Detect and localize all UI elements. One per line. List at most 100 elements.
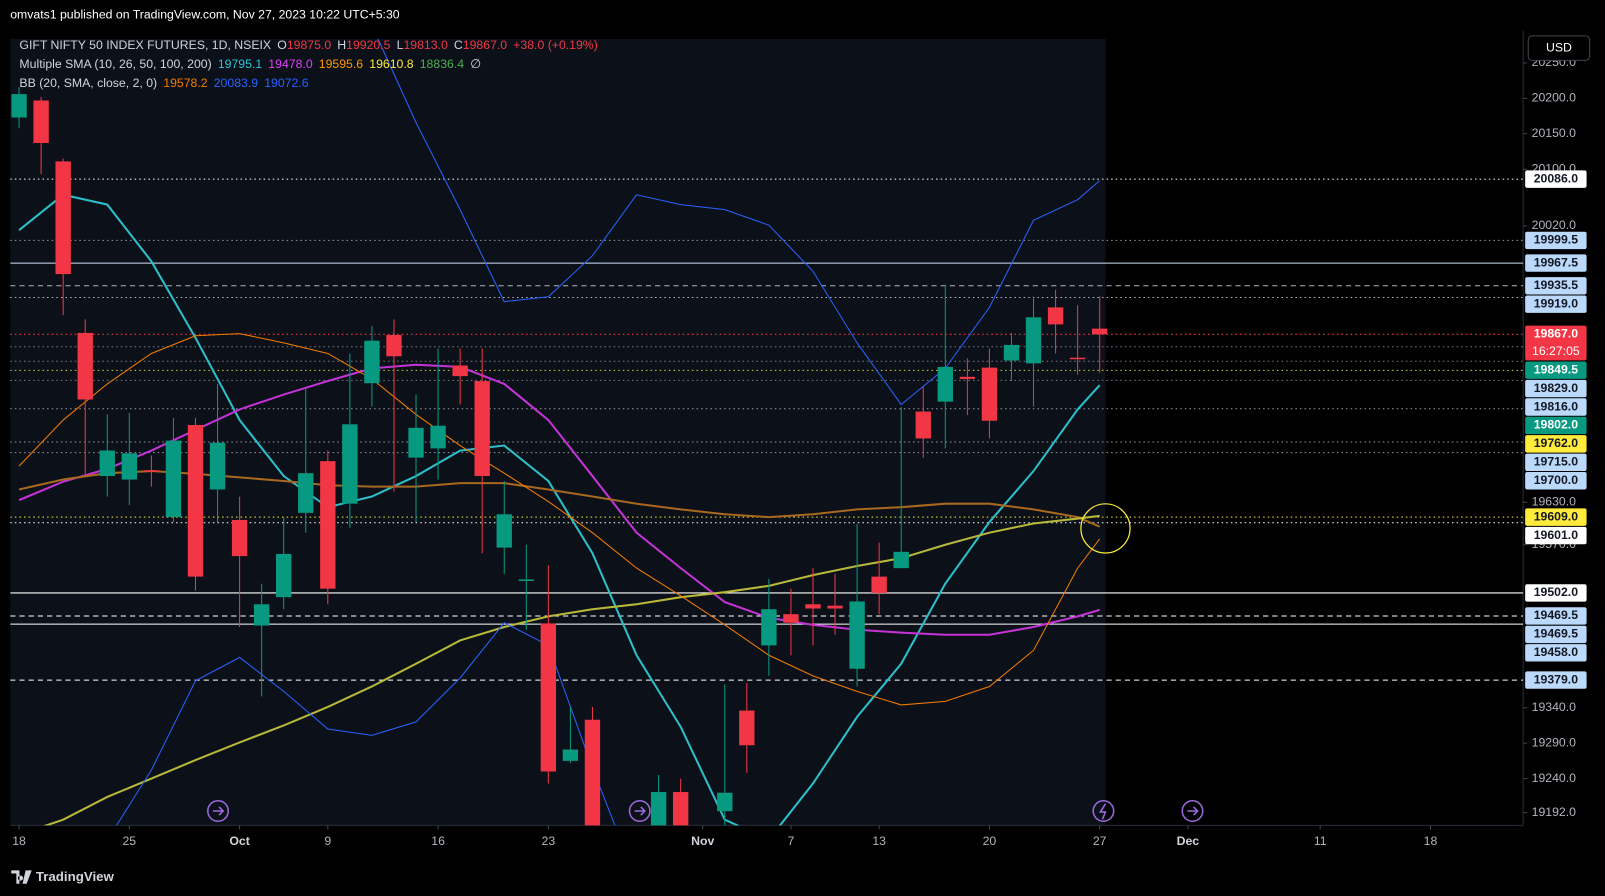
legend-row: GIFT NIFTY 50 INDEX FUTURES, 1D, NSEIX O1… — [19, 38, 597, 52]
candle-body — [342, 424, 358, 504]
level-label: 19458.0 — [1534, 645, 1579, 659]
candle-body — [276, 553, 292, 598]
candle-body — [55, 161, 71, 275]
legend-item: H — [337, 38, 346, 52]
level-label-box — [1525, 607, 1587, 625]
plot — [10, 38, 1524, 826]
candle-body — [1069, 357, 1086, 360]
level-label-box — [1525, 526, 1587, 545]
candle-body — [143, 470, 160, 472]
level-label: 19469.5 — [1534, 608, 1579, 622]
level-label: 19502.0 — [1534, 585, 1579, 599]
level-label: 19700.0 — [1534, 473, 1579, 487]
candle-body — [584, 719, 601, 826]
candle-body — [761, 609, 777, 646]
x-tick-label: Nov — [691, 834, 714, 848]
level-label-box — [1525, 379, 1587, 398]
level-label: 20086.0 — [1534, 171, 1579, 185]
event-icon[interactable] — [207, 800, 230, 823]
publisher: omvats1 published on TradingView.com, No… — [10, 8, 400, 22]
y-tick-label: 19192.0 — [1532, 805, 1577, 819]
legend-item: C — [454, 38, 463, 52]
candle-body — [739, 710, 755, 746]
level-label-box — [1525, 231, 1587, 250]
candle-body — [717, 792, 733, 812]
x-tick-label: 18 — [1424, 834, 1438, 848]
event-icon[interactable] — [1092, 800, 1115, 823]
y-tick-label: 19290.0 — [1532, 735, 1577, 749]
candle-body — [1092, 328, 1108, 335]
level-label: 19967.5 — [1534, 255, 1579, 269]
candle-body — [320, 461, 336, 589]
candle-body — [231, 519, 248, 557]
level-label: 19601.0 — [1534, 528, 1579, 542]
brand-name: TradingView — [36, 869, 115, 884]
level-label-box — [1525, 254, 1587, 272]
x-tick-label: 27 — [1093, 834, 1107, 848]
candle-body — [893, 551, 909, 569]
legend-item: L — [397, 38, 404, 52]
level-label-box — [1525, 277, 1587, 295]
y-tick-label: 19340.0 — [1532, 700, 1577, 714]
candle-body — [650, 792, 667, 826]
x-tick-label: Oct — [229, 834, 249, 848]
event-icon[interactable] — [628, 800, 651, 823]
level-label: 19919.0 — [1534, 296, 1579, 310]
legend-item: 19578.2 — [163, 76, 208, 90]
level-label-box — [1525, 361, 1587, 379]
legend-item: 19875.0 — [287, 38, 332, 52]
candle-body — [915, 411, 931, 439]
y-tick-label: 20150.0 — [1532, 126, 1577, 140]
candle-body — [187, 425, 204, 577]
legend-item: +38.0 (+0.19%) — [513, 38, 598, 52]
legend-item: 20083.9 — [214, 76, 259, 90]
candle-body — [937, 366, 953, 402]
level-label-box — [1525, 295, 1587, 313]
indicator-line — [377, 38, 1100, 406]
candle-body — [827, 605, 843, 609]
legend-item: 19072.6 — [264, 76, 309, 90]
legend-item: 19595.6 — [319, 57, 364, 71]
level-label-box — [1525, 472, 1587, 490]
candle-body — [672, 792, 689, 826]
candle-body — [540, 623, 557, 772]
y-tick-label: 20200.0 — [1532, 91, 1577, 105]
candle-body — [959, 376, 976, 379]
level-label: 19379.0 — [1534, 672, 1579, 686]
event-icon[interactable] — [1181, 800, 1204, 823]
x-tick-label: 16 — [431, 834, 445, 848]
currency-label[interactable]: USD — [1546, 40, 1572, 54]
candle-body — [805, 604, 821, 609]
legend-item: 19795.1 — [218, 57, 263, 71]
candle-body — [430, 425, 446, 449]
currency-button[interactable] — [1527, 35, 1591, 61]
y-tick-label: 19240.0 — [1532, 771, 1577, 785]
level-label: 19829.0 — [1534, 381, 1579, 395]
x-tick-label: 13 — [872, 834, 886, 848]
level-label-box — [1525, 435, 1587, 453]
x-tick-label: 25 — [122, 834, 136, 848]
level-label: 19469.5 — [1534, 627, 1579, 641]
candle-body — [452, 365, 468, 377]
x-tick-label: 23 — [542, 834, 556, 848]
legend-row: Multiple SMA (10, 26, 50, 100, 200) 19795… — [19, 57, 480, 71]
candle-body — [11, 94, 27, 118]
candle-body — [783, 614, 799, 623]
legend-item: 18836.4 — [420, 57, 465, 71]
level-label: 19715.0 — [1534, 455, 1579, 469]
x-tick-label: Dec — [1177, 834, 1200, 848]
y-tick-label: 20020.0 — [1532, 218, 1577, 232]
x-tick-label: 9 — [324, 834, 331, 848]
candle-body — [496, 514, 512, 548]
candle-body — [1025, 317, 1042, 364]
candle-body — [209, 442, 226, 490]
candle-body — [849, 601, 865, 669]
candle-body — [871, 576, 887, 593]
legend-item: 19920.5 — [346, 38, 391, 52]
level-label-box — [1525, 453, 1587, 472]
level-label-box — [1525, 398, 1587, 416]
legend-row: BB (20, SMA, close, 2, 0) 19578.2 20083.9 1… — [19, 76, 308, 90]
x-tick-label: 11 — [1314, 834, 1327, 848]
level-label: 19867.0 — [1534, 327, 1579, 341]
candle-body — [165, 440, 182, 518]
